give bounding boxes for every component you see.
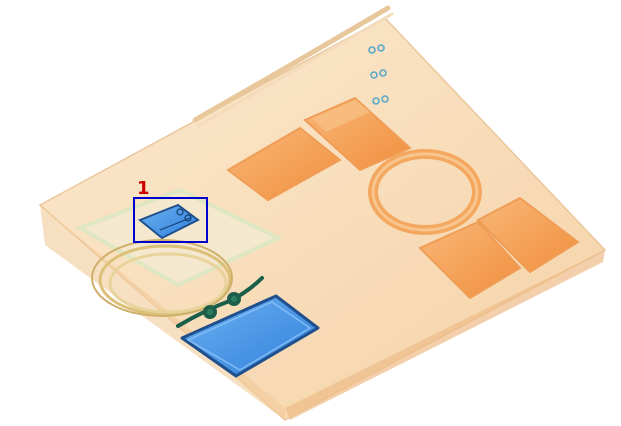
orange-object-top xyxy=(303,96,412,172)
bag-handle xyxy=(192,5,391,123)
detection-label: 1 xyxy=(137,178,150,199)
ring-object-icon xyxy=(368,149,482,235)
tablet-device-icon xyxy=(138,203,200,240)
zip-pouch-icon xyxy=(180,294,320,378)
orange-object-right xyxy=(418,196,580,300)
tray-outline xyxy=(75,187,283,288)
orange-object-left xyxy=(226,126,342,202)
coiled-cable-icon xyxy=(91,239,233,317)
pouch-strap xyxy=(176,276,264,328)
zipper-pulls xyxy=(368,44,389,105)
detection-bounding-box xyxy=(133,197,208,243)
